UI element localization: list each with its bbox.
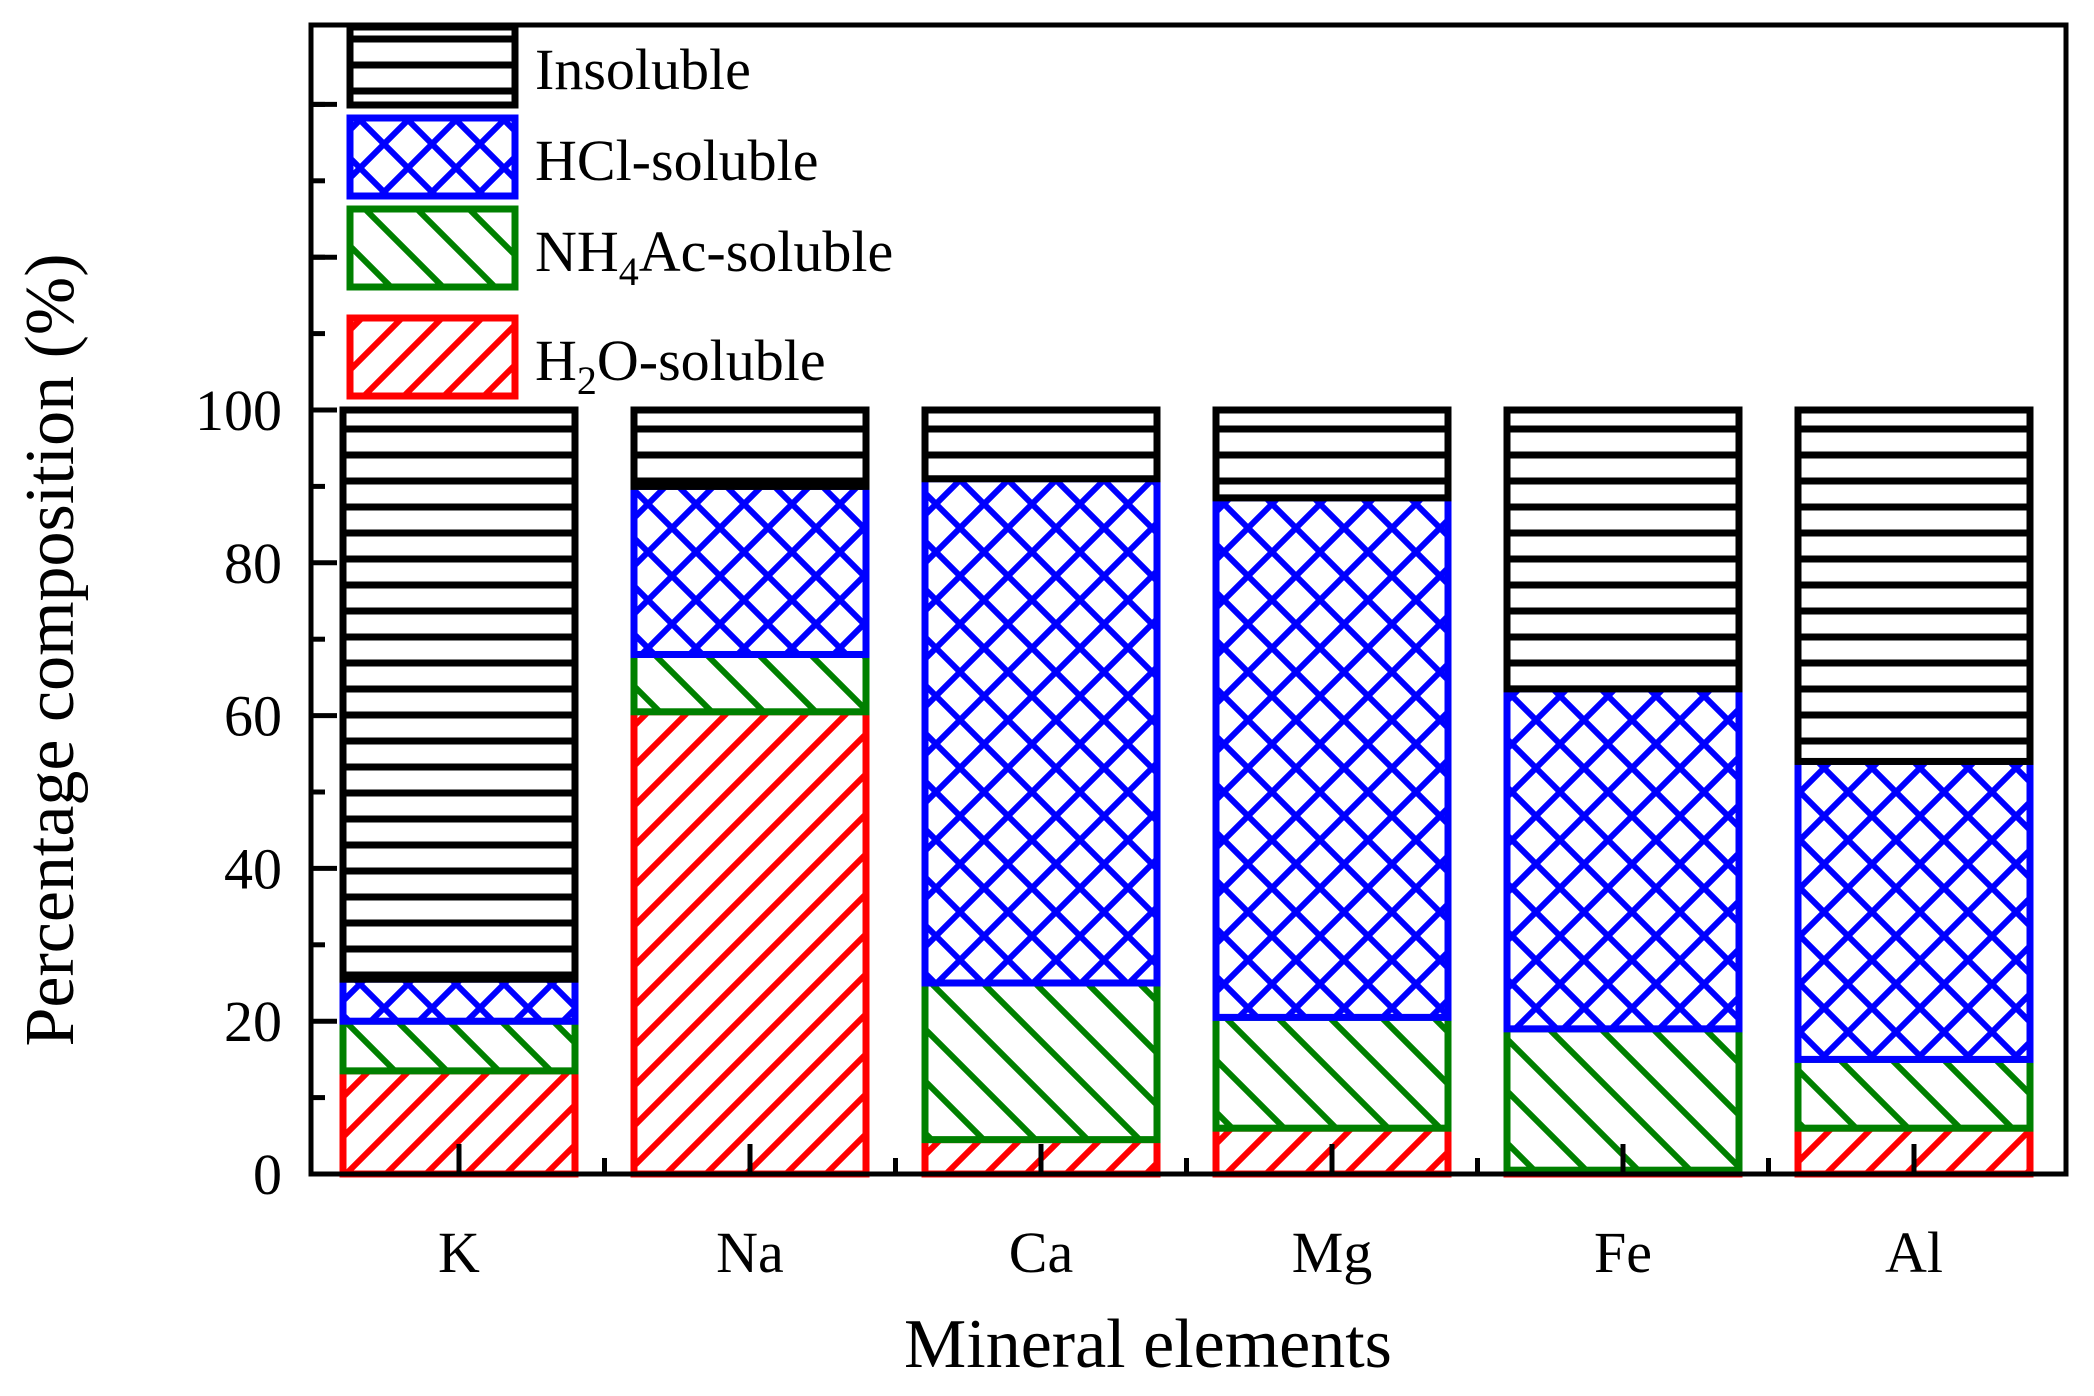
legend-label-insoluble: Insoluble — [535, 37, 751, 102]
y-tick-label-100: 100 — [195, 378, 282, 443]
bar-mg-nh4ac-soluble — [1212, 1013, 1452, 1132]
bar-ca-hcl-soluble — [921, 475, 1161, 987]
bar-k-nh4ac-soluble — [339, 1017, 579, 1075]
bars — [339, 406, 2034, 1178]
bar-na-h2o-soluble — [630, 708, 870, 1178]
legend-label-hcl-soluble: HCl-soluble — [535, 128, 819, 193]
y-axis-title: Percentage composition (%) — [12, 253, 89, 1046]
bar-na-insoluble — [630, 406, 870, 490]
legend-swatch-insoluble — [346, 23, 519, 109]
x-tick-label-k: K — [438, 1220, 480, 1285]
y-tick-label-20: 20 — [224, 989, 282, 1054]
bar-fe-insoluble — [1503, 406, 1743, 693]
x-tick-label-na: Na — [716, 1220, 784, 1285]
legend-label-nh4ac-soluble: NH4Ac-soluble — [535, 219, 893, 294]
bar-k-hcl-soluble — [339, 975, 579, 1025]
bar-fe-hcl-soluble — [1503, 685, 1743, 1033]
x-axis-title: Mineral elements — [904, 1306, 1392, 1383]
legend: Insoluble HCl-soluble NH4Ac-soluble H2O-sol… — [346, 23, 893, 403]
legend-swatch-h2o-soluble — [346, 314, 519, 400]
bar-al-insoluble — [1794, 406, 2034, 765]
legend-swatch-hcl-soluble — [346, 114, 519, 200]
bar-al-hcl-soluble — [1794, 757, 2034, 1063]
bar-ca-insoluble — [921, 406, 1161, 483]
bar-ca-nh4ac-soluble — [921, 979, 1161, 1144]
y-tick-label-80: 80 — [224, 531, 282, 596]
bar-k-insoluble — [339, 406, 579, 983]
x-tick-label-ca: Ca — [1009, 1220, 1073, 1285]
y-tick-label-40: 40 — [224, 836, 282, 901]
y-tick-label-0: 0 — [253, 1142, 282, 1207]
axes: K Na Ca Mg Fe Al 0 20 40 60 80 100 — [195, 22, 2069, 1285]
legend-label-h2o-soluble: H2O-soluble — [535, 328, 826, 403]
legend-swatch-nh4ac-soluble — [346, 205, 519, 291]
x-tick-label-mg: Mg — [1292, 1220, 1373, 1285]
bar-mg-hcl-soluble — [1212, 494, 1452, 1021]
bar-na-hcl-soluble — [630, 482, 870, 658]
x-tick-label-fe: Fe — [1594, 1220, 1652, 1285]
x-tick-label-al: Al — [1885, 1220, 1943, 1285]
bar-na-nh4ac-soluble — [630, 650, 870, 716]
bar-al-nh4ac-soluble — [1794, 1055, 2034, 1132]
y-tick-label-60: 60 — [224, 684, 282, 749]
bar-mg-insoluble — [1212, 406, 1452, 502]
